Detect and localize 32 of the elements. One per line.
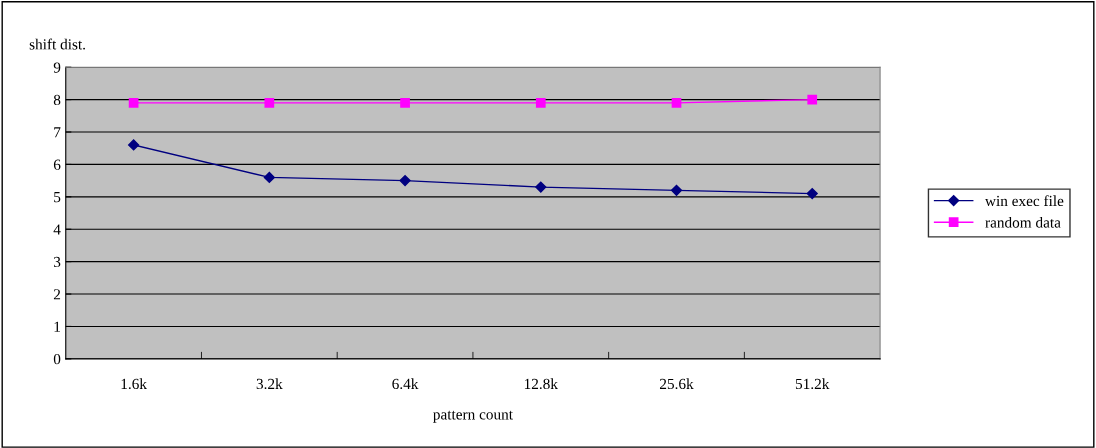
x-tick-label: 51.2k — [795, 378, 830, 390]
y-tick-label: 4 — [53, 224, 61, 235]
y-tick-label: 3 — [53, 256, 61, 268]
x-tick-label: 3.2k — [256, 378, 283, 390]
x-tick-label: 6.4k — [392, 378, 419, 390]
x-tick-label: 1.6k — [121, 378, 147, 390]
y-tick-label: 0 — [53, 353, 61, 365]
point — [263, 171, 275, 183]
point — [128, 139, 140, 151]
point — [807, 94, 818, 105]
legend-label: random data — [985, 216, 1061, 228]
point — [535, 97, 546, 108]
y-tick-label: 8 — [53, 94, 61, 106]
point — [264, 97, 275, 108]
point — [670, 184, 683, 196]
point — [806, 187, 818, 200]
y-tick-label: 7 — [54, 127, 61, 138]
y-tick-label: 2 — [53, 289, 61, 300]
y-tick-label: 5 — [54, 192, 61, 203]
point — [671, 97, 682, 108]
y-tick-label: 6 — [53, 159, 61, 170]
x-tick-label: 25.6k — [659, 378, 694, 390]
y-tick-label: 1 — [54, 321, 60, 332]
point — [128, 97, 139, 108]
y-axis-title: shift dist. — [29, 38, 85, 50]
legend-label: win exec file — [984, 195, 1064, 207]
x-tick-label: 12.8k — [524, 378, 558, 390]
point — [400, 97, 410, 108]
point — [399, 175, 411, 187]
point — [535, 181, 547, 193]
x-axis-title: pattern count — [433, 410, 513, 423]
y-tick-label: 9 — [53, 62, 61, 73]
